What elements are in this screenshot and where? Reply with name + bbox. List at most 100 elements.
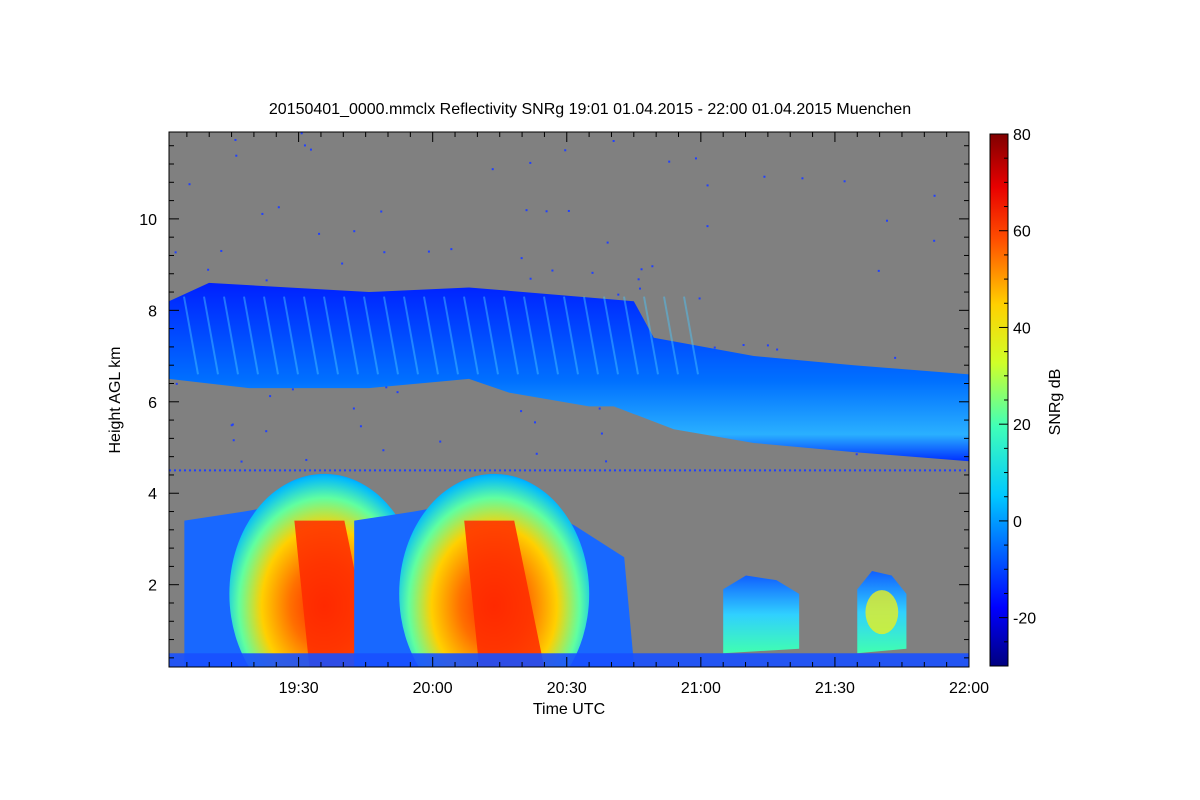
noise-speckle xyxy=(385,386,388,389)
fallstreak xyxy=(223,296,239,375)
fallstreak xyxy=(583,296,599,375)
colorbar-tick-label: 80 xyxy=(1013,127,1031,144)
noise-speckle xyxy=(651,265,654,268)
fallstreak xyxy=(383,296,399,375)
noise-speckle xyxy=(638,287,641,290)
noise-speckle xyxy=(174,251,177,254)
noise-speckle xyxy=(207,268,210,271)
fallstreak xyxy=(463,296,479,375)
fallstreak xyxy=(423,296,439,375)
noise-speckle xyxy=(605,460,608,463)
noise-speckle xyxy=(265,279,268,282)
noise-speckle xyxy=(383,251,386,254)
x-axis-label: Time UTC xyxy=(533,701,605,718)
colorbar: -20 0 20 40 60 80 SNRg dB xyxy=(989,127,1064,667)
fallstreak xyxy=(203,296,219,375)
noise-speckle xyxy=(305,458,308,461)
x-tick-label: 21:00 xyxy=(681,680,721,697)
noise-speckle xyxy=(886,219,889,222)
noise-speckle xyxy=(341,262,344,265)
fallstreak xyxy=(623,296,639,375)
noise-speckle xyxy=(382,449,385,452)
colorbar-ticks: -20 0 20 40 60 80 xyxy=(999,127,1036,667)
colorbar-tick-label: 0 xyxy=(1013,514,1022,531)
fallstreak xyxy=(443,296,459,375)
fallstreak xyxy=(343,296,359,375)
noise-speckle xyxy=(564,149,567,152)
noise-speckle xyxy=(855,453,858,456)
noise-speckle xyxy=(776,348,779,351)
colorbar-tick-label: 20 xyxy=(1013,417,1031,434)
noise-speckle xyxy=(640,268,643,271)
noise-speckle xyxy=(450,248,453,251)
y-tick-label: 6 xyxy=(148,395,157,412)
colorbar-label: SNRg dB xyxy=(1047,369,1064,436)
noise-speckle xyxy=(303,144,306,147)
fallstreak xyxy=(643,296,659,375)
noise-speckle xyxy=(801,177,804,180)
noise-speckle xyxy=(427,250,430,253)
noise-speckle xyxy=(763,175,766,178)
noise-speckle xyxy=(231,423,234,426)
noise-speckle xyxy=(698,297,701,300)
fallstreak xyxy=(243,296,259,375)
x-tick-label: 20:30 xyxy=(547,680,587,697)
noise-speckle xyxy=(396,391,399,394)
noise-speckle xyxy=(525,209,528,212)
plot-area xyxy=(169,132,969,667)
fallstreak xyxy=(323,296,339,375)
noise-speckle xyxy=(742,344,745,347)
noise-speckle xyxy=(300,132,303,135)
noise-speckle xyxy=(359,425,362,428)
upper-cloud-layer xyxy=(169,282,969,462)
noise-speckle xyxy=(240,460,243,463)
fallstreak xyxy=(663,296,679,375)
noise-speckle xyxy=(261,212,264,215)
x-tick-label: 21:30 xyxy=(815,680,855,697)
chart-title: 20150401_0000.mmclx Reflectivity SNRg 19… xyxy=(269,101,911,118)
fallstreak xyxy=(683,296,699,375)
noise-speckle xyxy=(668,160,671,163)
low-cloud xyxy=(723,575,800,654)
noise-speckle xyxy=(600,432,603,435)
noise-speckle xyxy=(567,209,570,212)
noise-speckle xyxy=(309,148,312,151)
noise-speckle xyxy=(175,382,178,385)
noise-speckle xyxy=(617,293,620,296)
noise-speckle xyxy=(277,206,280,209)
noise-speckle xyxy=(188,183,191,186)
fallstreak xyxy=(403,296,419,375)
fallstreak xyxy=(183,296,199,375)
colorbar-tick-label: -20 xyxy=(1013,611,1036,628)
fallstreak xyxy=(603,296,619,375)
y-tick-label: 10 xyxy=(139,212,157,229)
noise-speckle xyxy=(894,356,897,359)
y-axis: 2 4 6 8 10 xyxy=(139,145,969,659)
noise-speckle xyxy=(380,210,383,213)
fallstreak xyxy=(503,296,519,375)
noise-speckle xyxy=(612,139,615,142)
noise-speckle xyxy=(598,407,601,410)
noise-speckle xyxy=(235,154,238,157)
noise-speckle xyxy=(352,407,355,410)
x-tick-label: 19:30 xyxy=(279,680,319,697)
fallstreak xyxy=(363,296,379,375)
noise-speckle xyxy=(551,269,554,272)
radar-echo-layer xyxy=(169,132,969,667)
colorbar-tick-label: 60 xyxy=(1013,224,1031,241)
noise-speckle xyxy=(694,157,697,160)
noise-speckle xyxy=(545,210,548,213)
noise-speckle xyxy=(529,277,532,280)
noise-speckle xyxy=(491,168,494,171)
rain-shaft xyxy=(464,520,545,667)
fallstreak xyxy=(543,296,559,375)
noise-speckle xyxy=(706,184,709,187)
noise-speckle xyxy=(706,225,709,228)
noise-speckle xyxy=(291,388,294,391)
noise-speckle xyxy=(766,344,769,347)
noise-speckle xyxy=(220,249,223,252)
noise-speckle xyxy=(230,424,233,427)
fallstreak xyxy=(263,296,279,375)
noise-speckle xyxy=(529,161,532,164)
